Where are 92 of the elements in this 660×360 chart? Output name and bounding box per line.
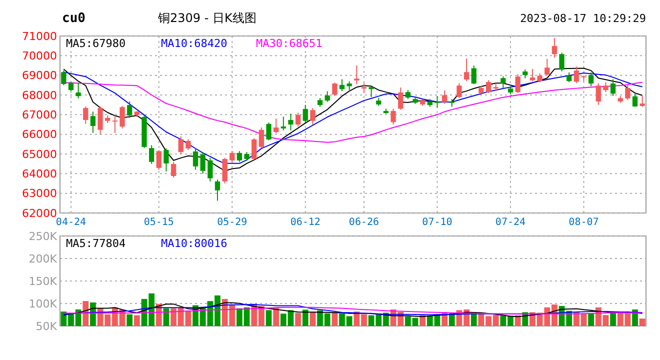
candlestick — [149, 144, 154, 164]
x-tick-label: 05-15 — [144, 217, 174, 228]
candlestick — [156, 150, 162, 170]
y-tick-label: 65000 — [22, 148, 57, 161]
x-tick-label: 07-10 — [422, 217, 452, 228]
candlestick — [296, 112, 301, 127]
candlestick — [361, 82, 367, 94]
x-tick-label: 07-24 — [495, 217, 526, 228]
candlestick — [164, 148, 169, 172]
x-tick-label: 04-24 — [56, 217, 86, 228]
series-label: MA5:67980 — [66, 37, 126, 50]
candlestick — [552, 37, 557, 58]
candlestick — [127, 100, 132, 118]
candlestick — [559, 52, 564, 72]
candlestick — [398, 87, 404, 110]
x-tick-label: 08-07 — [568, 217, 599, 228]
y-tick-label: 67000 — [22, 108, 57, 122]
candlestick — [274, 118, 279, 134]
candlestick — [368, 86, 374, 98]
candlestick — [310, 107, 316, 125]
candlestick — [252, 138, 257, 160]
candlestick — [625, 84, 630, 100]
candlestick — [596, 82, 601, 106]
candlestick — [222, 157, 228, 184]
candlestick — [530, 68, 536, 82]
candlestick — [603, 82, 608, 93]
candlestick — [464, 58, 470, 82]
line-series — [63, 306, 643, 314]
candlestick — [456, 82, 462, 98]
candlestick — [266, 122, 272, 141]
candlestick — [442, 90, 448, 104]
candlestick — [178, 136, 184, 154]
x-tick-label: 05-29 — [217, 217, 248, 228]
candlestick — [324, 90, 330, 102]
candlestick — [339, 78, 345, 92]
y-tick-label: 63000 — [22, 187, 57, 200]
candlestick — [61, 70, 66, 86]
text: MA5:77804 — [66, 237, 126, 250]
y-tick-label: 150K — [28, 274, 58, 288]
x-tick-label: 06-26 — [348, 217, 380, 228]
y-tick-label: 50K — [36, 320, 58, 333]
y-tick-label: 200K — [28, 252, 58, 266]
y-tick-label: 100K — [28, 297, 58, 310]
text: cu0 — [62, 11, 86, 26]
candlestick — [354, 65, 360, 85]
candlestick — [230, 150, 235, 162]
y-tick-label: 62000 — [22, 206, 57, 220]
candlestick — [390, 108, 396, 125]
candlestick — [434, 95, 440, 108]
candlestick — [610, 78, 616, 96]
candlestick — [449, 98, 454, 108]
candlestick — [76, 82, 81, 99]
candlestick — [544, 58, 550, 76]
candlestick — [500, 76, 506, 90]
candlestick — [83, 106, 88, 124]
candlestick — [200, 152, 206, 174]
text: MA30:68651 — [256, 37, 322, 50]
candlestick — [258, 126, 264, 149]
candlestick — [588, 72, 594, 87]
chart-title: 铜2309 - 日K线图 — [157, 11, 256, 25]
y-tick-label: 71000 — [22, 30, 57, 43]
x-tick-label: 06-12 — [290, 217, 320, 228]
candlestick — [574, 66, 579, 84]
text: 2023-08-17 10:29:29 — [520, 12, 646, 25]
candlestick — [236, 150, 242, 162]
y-tick-label: 64000 — [22, 168, 57, 181]
y-tick-label: 250K — [28, 230, 58, 243]
candlestick — [280, 116, 286, 131]
y-tick-label: 68000 — [22, 88, 57, 102]
candlestick — [288, 113, 294, 131]
candlestick — [214, 179, 220, 202]
candlestick — [120, 105, 125, 129]
candlestick — [302, 104, 308, 124]
y-tick-label: 69000 — [22, 69, 57, 82]
text: MA10:68420 — [161, 37, 228, 50]
candlestick — [208, 157, 213, 182]
candlestick — [640, 95, 645, 108]
y-tick-label: 70000 — [22, 50, 57, 63]
candlestick — [112, 114, 118, 134]
candlestick — [486, 80, 492, 94]
candlestick — [471, 65, 476, 85]
candlestick — [192, 148, 198, 170]
candlestick — [186, 138, 191, 151]
candlestick — [632, 94, 638, 108]
candlestick — [90, 111, 96, 134]
candlestick — [170, 161, 176, 178]
y-tick-label: 66000 — [22, 128, 57, 142]
candlestick — [98, 106, 103, 135]
candlestick — [332, 82, 338, 96]
candlestick — [515, 74, 520, 94]
text: MA10:80016 — [161, 237, 228, 250]
candlestick — [566, 72, 572, 83]
